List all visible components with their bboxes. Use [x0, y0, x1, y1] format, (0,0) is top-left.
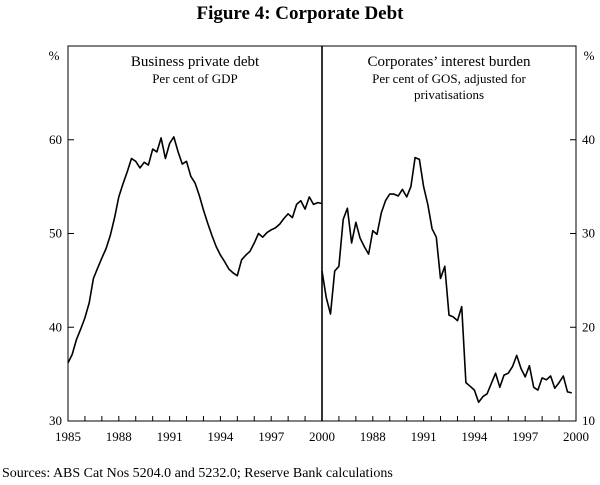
x-tick-label: 1994 [207, 429, 234, 444]
y-tick-label: 10 [582, 413, 595, 428]
series-layer [67, 136, 572, 404]
x-tick-label: 1994 [461, 429, 488, 444]
sources-note: Sources: ABS Cat Nos 5204.0 and 5232.0; … [2, 466, 393, 481]
y-tick-label: 40 [582, 132, 595, 147]
x-tick-label: 1997 [258, 429, 285, 444]
x-tick-label: 2000 [563, 429, 589, 444]
x-tick-label: 1991 [157, 429, 183, 444]
y-tick-label: 60 [49, 132, 62, 147]
left-unit-label: % [49, 48, 60, 63]
x-tick-label: 1985 [55, 429, 81, 444]
right-panel-subtitle-line-1: Per cent of GOS, adjusted for [372, 71, 526, 86]
x-tick-label: 1991 [411, 429, 437, 444]
y-tick-label: 30 [49, 413, 62, 428]
right-panel-title: Corporates’ interest burden [367, 54, 531, 70]
axis-ticks [67, 139, 577, 421]
y-tick-label: 20 [582, 319, 595, 334]
x-tick-label: 1997 [512, 429, 539, 444]
right-unit-label: % [584, 48, 595, 63]
y-tick-label: 30 [582, 226, 595, 241]
chart-frame [67, 45, 577, 422]
business-debt-line [67, 136, 323, 364]
y-tick-label: 40 [49, 319, 62, 334]
figure-title: Figure 4: Corporate Debt [196, 3, 404, 24]
y-tick-label: 50 [49, 226, 62, 241]
left-panel-subtitle: Per cent of GDP [152, 71, 238, 86]
right-panel-subtitle-line-2: privatisations [414, 87, 484, 102]
interest-burden-line [321, 156, 572, 404]
axis-tick-labels: 1985 1988 1991 1994 1997 2000 30 40 50 60 1988 1991… [49, 132, 595, 444]
left-panel-title: Business private debt [131, 54, 260, 70]
x-tick-label: 2000 [309, 429, 335, 444]
x-tick-label: 1988 [360, 429, 386, 444]
x-tick-label: 1988 [106, 429, 132, 444]
